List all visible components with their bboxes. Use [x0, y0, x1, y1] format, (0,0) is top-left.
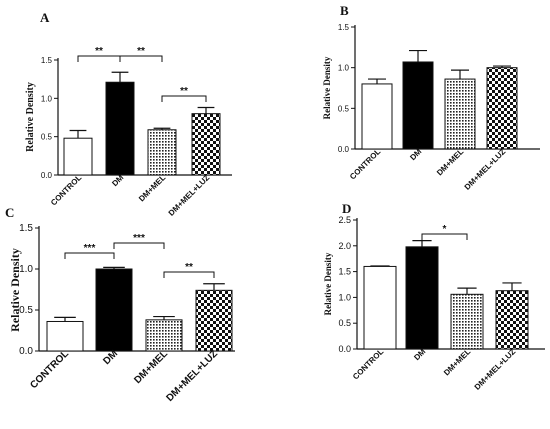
x-category-label: DM+MEL+LUZ [167, 173, 212, 218]
y-tick-label: 1.0 [41, 94, 53, 103]
significance-label: ** [137, 46, 145, 57]
significance-bracket [113, 242, 165, 249]
y-tick-label: 0.0 [19, 346, 33, 357]
y-tick-label: 0.5 [19, 305, 33, 316]
panel-letter: A [40, 10, 50, 25]
x-category-label: DM+MEL+LUZ [463, 147, 508, 192]
significance-label: ** [95, 46, 103, 57]
significance-label: *** [84, 243, 96, 254]
y-axis-label: Relative Density [8, 248, 22, 332]
y-tick-label: 1.5 [338, 23, 350, 32]
y-tick-label: 1.0 [19, 264, 33, 275]
y-axis-label: Relative Density [323, 252, 333, 315]
panel-d: D Relative Density 0.0 0.5 1.0 1.5 2.0 2.5 CONTR… [323, 201, 545, 392]
y-tick-label: 1.5 [338, 267, 351, 277]
bar-dm-mel-luz [495, 290, 529, 350]
y-axis-label: Relative Density [25, 82, 36, 152]
bar-dm-mel-luz [195, 289, 233, 352]
significance-bracket [421, 233, 468, 240]
x-category-label: DM+MEL+LUZ [164, 348, 220, 404]
y-tick-label: 2.5 [338, 215, 351, 225]
y-tick-label: 1.5 [41, 56, 53, 65]
x-category-label: CONTROL [49, 173, 83, 207]
significance-bracket [119, 55, 163, 62]
bar-dm-mel-luz [486, 67, 518, 150]
bar-dm-mel [145, 319, 183, 352]
bar-dm [405, 246, 439, 350]
panel-letter: B [340, 3, 349, 18]
y-tick-label: 0.5 [41, 133, 53, 142]
significance-bracket [161, 95, 207, 102]
x-category-label: DM+MEL [442, 347, 472, 377]
bar-dm [95, 268, 133, 352]
bar-control [363, 265, 397, 350]
x-category-label: CONTROL [351, 347, 385, 381]
bar-control [63, 137, 93, 176]
x-category-label: DM+MEL [435, 147, 465, 177]
significance-label: ** [180, 86, 188, 97]
y-tick-label: 1.0 [338, 292, 351, 302]
panel-letter: C [5, 205, 14, 220]
bar-dm-mel-luz [191, 113, 221, 176]
significance-bracket [163, 271, 215, 278]
significance-label: *** [133, 233, 145, 244]
x-category-label: CONTROL [348, 147, 382, 181]
x-category-label: DM+MEL [132, 348, 170, 386]
y-tick-label: 0.0 [338, 145, 350, 154]
x-category-label: CONTROL [28, 348, 71, 391]
bar-dm [105, 81, 135, 176]
y-axis-label: Relative Density [322, 56, 332, 119]
bar-dm [402, 61, 434, 150]
significance-label: * [443, 224, 447, 235]
y-tick-label: 0.5 [338, 318, 351, 328]
x-category-label: DM+MEL+LUZ [473, 347, 518, 392]
bar-dm-mel [450, 293, 484, 350]
y-tick-label: 0.0 [338, 344, 351, 354]
bar-control [46, 320, 84, 352]
bar-dm-mel [444, 78, 476, 150]
bar-dm-mel [147, 129, 177, 176]
panel-letter: D [342, 201, 351, 216]
significance-label: ** [185, 262, 193, 273]
x-category-label: DM+MEL [137, 173, 167, 203]
y-tick-label: 0.5 [338, 104, 350, 113]
y-tick-label: 1.0 [338, 64, 350, 73]
y-tick-label: 1.5 [19, 223, 33, 234]
y-tick-label: 2.0 [338, 241, 351, 251]
y-tick-label: 0.0 [41, 171, 53, 180]
bar-control [361, 83, 393, 150]
significance-bracket [64, 252, 115, 259]
